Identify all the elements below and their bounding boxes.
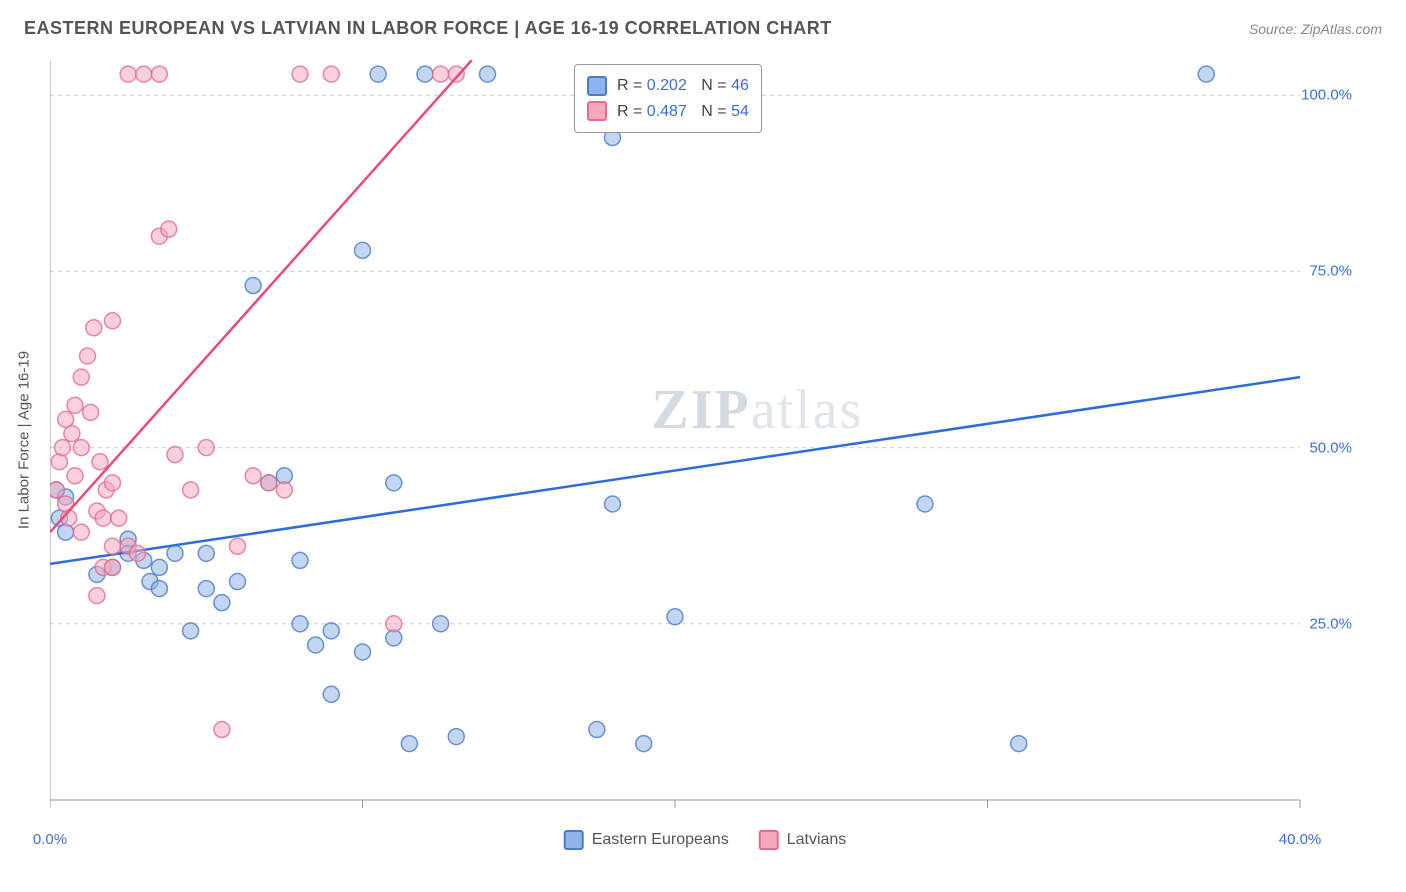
series-swatch: [587, 76, 607, 96]
series-swatch: [564, 830, 584, 850]
chart-header: EASTERN EUROPEAN VS LATVIAN IN LABOR FOR…: [0, 0, 1406, 49]
series-swatch: [759, 830, 779, 850]
y-tick-label: 100.0%: [1301, 87, 1352, 104]
y-axis-label: In Labor Force | Age 16-19: [16, 351, 33, 529]
legend-label: Latvians: [787, 831, 847, 849]
source-label: Source: ZipAtlas.com: [1249, 21, 1382, 37]
chart-area: In Labor Force | Age 16-19 ZIPatlas R = …: [50, 60, 1360, 820]
x-tick-label: 0.0%: [33, 831, 67, 848]
chart-title: EASTERN EUROPEAN VS LATVIAN IN LABOR FOR…: [24, 18, 832, 39]
legend: Eastern Europeans Latvians: [564, 830, 847, 850]
stats-row: R = 0.487 N = 54: [587, 99, 749, 125]
correlation-stats-box: R = 0.202 N = 46 R = 0.487 N = 54: [574, 64, 762, 133]
scatter-plot: [50, 60, 1360, 820]
series-swatch: [587, 101, 607, 121]
y-tick-label: 50.0%: [1309, 439, 1352, 456]
y-tick-label: 25.0%: [1309, 615, 1352, 632]
legend-item: Eastern Europeans: [564, 830, 729, 850]
stats-row: R = 0.202 N = 46: [587, 73, 749, 99]
y-tick-label: 75.0%: [1309, 263, 1352, 280]
legend-label: Eastern Europeans: [592, 831, 729, 849]
legend-item: Latvians: [759, 830, 847, 850]
x-tick-label: 40.0%: [1279, 831, 1322, 848]
